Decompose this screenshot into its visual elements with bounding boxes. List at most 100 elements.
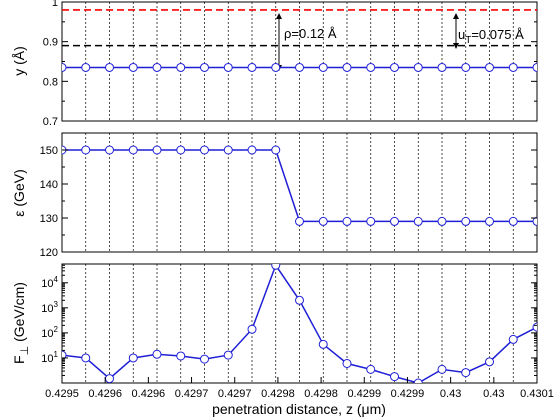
data-point bbox=[271, 264, 281, 270]
data-point bbox=[390, 62, 399, 72]
data-point bbox=[413, 216, 423, 226]
data-point bbox=[295, 62, 304, 72]
data-point bbox=[485, 62, 494, 72]
x-tick-label: 0.4296 bbox=[132, 388, 166, 400]
data-point bbox=[437, 62, 447, 72]
data-point bbox=[318, 216, 328, 226]
data-point bbox=[508, 216, 518, 226]
y-tick-label: 130 bbox=[40, 213, 58, 225]
data-point bbox=[342, 62, 352, 72]
x-tick-label: 0.4298 bbox=[261, 388, 295, 400]
data-point bbox=[128, 353, 138, 363]
y-tick-label: 103 bbox=[41, 300, 58, 315]
panel-energy: 120 130 140 150 ε (GeV) bbox=[11, 132, 538, 259]
x-axis-label: penetration distance, z (μm) bbox=[212, 401, 386, 417]
annotations: ρ=0.12 Å uT=0.075 Å bbox=[276, 13, 524, 71]
data-point bbox=[271, 62, 281, 72]
data-point bbox=[318, 339, 328, 349]
data-point bbox=[390, 216, 399, 226]
plot-frame bbox=[61, 263, 538, 384]
ut-arrow-head-top bbox=[453, 13, 459, 19]
data-point bbox=[461, 62, 471, 72]
data-point bbox=[152, 62, 162, 72]
data-point bbox=[81, 145, 91, 155]
data-point bbox=[271, 145, 281, 155]
series-force bbox=[62, 264, 537, 383]
y-axis-label: y (Å) bbox=[11, 46, 27, 76]
y-axis-label: F⊥ (GeV/cm) bbox=[11, 282, 31, 364]
data-point bbox=[295, 216, 304, 226]
x-tick-label: 0.43 bbox=[483, 388, 504, 400]
data-point bbox=[200, 62, 209, 72]
data-point bbox=[200, 145, 209, 155]
x-tick-label: 0.4296 bbox=[88, 388, 122, 400]
data-point bbox=[390, 372, 399, 382]
x-tick-label: 0.43 bbox=[440, 388, 461, 400]
y-tick-label: 120 bbox=[40, 247, 58, 259]
data-point bbox=[532, 322, 537, 332]
data-point bbox=[485, 216, 494, 226]
data-point bbox=[532, 216, 537, 226]
panel-y-position: ρ=0.12 Å uT=0.075 Å 0.7 0.8 0.9 1 y (Å) bbox=[11, 0, 538, 128]
data-point bbox=[152, 145, 162, 155]
x-axis-ticks: 0.4295 0.4296 0.4296 0.4297 0.4297 0.4298 0.42… bbox=[45, 377, 554, 400]
y-tick-label: 140 bbox=[40, 179, 58, 191]
y-axis-label: ε (GeV) bbox=[11, 169, 27, 216]
data-point bbox=[366, 364, 376, 374]
data-point bbox=[247, 145, 257, 155]
y-tick-label: 102 bbox=[41, 325, 58, 340]
data-point bbox=[437, 216, 447, 226]
y-tick-label: 101 bbox=[41, 350, 58, 365]
x-tick-label: 0.4297 bbox=[218, 388, 252, 400]
data-point bbox=[247, 324, 257, 334]
data-point bbox=[366, 216, 376, 226]
data-point bbox=[105, 145, 114, 155]
data-point bbox=[366, 62, 376, 72]
series-y bbox=[62, 62, 537, 72]
y-axis-ticks: 0.7 0.8 0.9 1 bbox=[43, 0, 537, 128]
data-point bbox=[200, 354, 209, 364]
data-point bbox=[223, 350, 233, 360]
data-point bbox=[62, 62, 67, 72]
data-point bbox=[508, 334, 518, 344]
data-point bbox=[223, 145, 233, 155]
y-tick-label: 150 bbox=[40, 145, 58, 157]
ut-arrow-head-bottom bbox=[453, 43, 459, 49]
y-tick-label: 1 bbox=[52, 0, 58, 9]
x-tick-label: 0.4299 bbox=[347, 388, 381, 400]
data-point bbox=[413, 378, 423, 383]
data-point bbox=[105, 62, 114, 72]
data-point bbox=[176, 62, 186, 72]
data-point bbox=[176, 351, 186, 361]
x-tick-label: 0.4295 bbox=[45, 388, 79, 400]
data-point bbox=[152, 349, 162, 359]
data-point bbox=[105, 374, 114, 383]
y-axis-ticks: 120 130 140 150 bbox=[40, 132, 537, 259]
data-point bbox=[461, 216, 471, 226]
data-point bbox=[247, 62, 257, 72]
data-point bbox=[223, 62, 233, 72]
y-tick-label: 104 bbox=[41, 275, 58, 290]
data-point bbox=[437, 364, 447, 374]
data-point bbox=[62, 350, 67, 360]
data-point bbox=[295, 295, 304, 305]
data-point bbox=[176, 145, 186, 155]
plot-frame bbox=[61, 1, 538, 122]
data-point bbox=[532, 62, 537, 72]
series-energy bbox=[62, 145, 537, 226]
y-tick-label: 0.7 bbox=[43, 116, 58, 128]
data-point bbox=[81, 62, 91, 72]
data-point bbox=[128, 62, 138, 72]
x-tick-label: 0.4298 bbox=[304, 388, 338, 400]
reference-lines bbox=[62, 9, 537, 47]
ut-annotation: uT=0.075 Å bbox=[458, 27, 524, 46]
rho-arrow-head-top bbox=[276, 13, 282, 19]
x-tick-label: 0.4297 bbox=[175, 388, 209, 400]
rho-annotation: ρ=0.12 Å bbox=[284, 26, 337, 41]
y-axis-ticks: 101 102 103 104 bbox=[41, 264, 537, 384]
data-point bbox=[318, 62, 328, 72]
data-point bbox=[508, 62, 518, 72]
plot-frame bbox=[61, 132, 538, 253]
